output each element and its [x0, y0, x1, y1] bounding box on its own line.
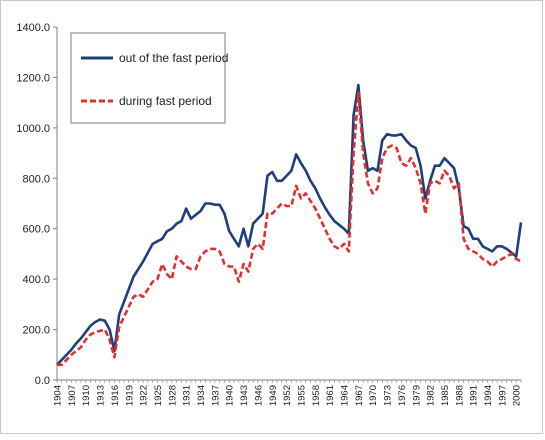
x-tick-label: 1991 — [469, 385, 480, 406]
x-tick-label: 1997 — [497, 385, 508, 406]
legend-label-during-fast-period: during fast period — [119, 94, 212, 108]
y-tick-label: 1200.0 — [16, 72, 50, 84]
axes — [53, 26, 522, 383]
x-tick-labels: 1904 1907 1910 1913 1916 1919 1922 1925 1928 1931… — [53, 385, 523, 406]
series-lines — [56, 83, 523, 367]
x-tick-label: 1931 — [182, 385, 193, 406]
x-tick-label: 1919 — [124, 385, 135, 406]
x-tick-label: 1955 — [296, 385, 307, 406]
series-line-during-fast-period — [57, 91, 522, 367]
y-tick-label: 1400.0 — [16, 22, 50, 34]
x-tick-label: 1910 — [81, 385, 92, 406]
legend: out of the fast period during fast perio… — [70, 32, 228, 124]
x-tick-label: 1907 — [67, 385, 78, 406]
y-tick-label: 0.0 — [35, 375, 50, 387]
x-tick-label: 1937 — [210, 385, 221, 406]
x-tick-label: 1988 — [454, 385, 465, 406]
x-tick-label: 1943 — [239, 385, 250, 406]
x-tick-label: 1964 — [340, 385, 351, 406]
x-tick-label: 1934 — [196, 385, 207, 406]
x-tick-label: 1979 — [411, 385, 422, 406]
x-tick-label: 1949 — [268, 385, 279, 406]
x-tick-label: 1970 — [368, 385, 379, 406]
y-tick-labels: 0.0 200.0 400.0 600.0 800.0 1000.0 1200.0 1400.… — [16, 22, 50, 387]
x-tick-label: 1982 — [426, 385, 437, 406]
x-tick-label: 1913 — [96, 385, 107, 406]
x-tick-label: 1961 — [325, 385, 336, 406]
series-line-out-of-fast-period — [56, 83, 523, 366]
y-tick-label: 800.0 — [22, 173, 50, 185]
legend-box — [70, 32, 226, 124]
x-tick-label: 1922 — [139, 385, 150, 406]
x-tick-label: 1985 — [440, 385, 451, 406]
x-tick-label: 1904 — [53, 385, 64, 406]
y-tick-label: 1000.0 — [16, 123, 50, 135]
x-tick-label: 2000 — [512, 385, 523, 406]
y-tick-label: 600.0 — [22, 224, 50, 236]
x-tick-label: 1940 — [225, 385, 236, 406]
x-tick-label: 1967 — [354, 385, 365, 406]
x-tick-label: 1976 — [397, 385, 408, 406]
x-tick-label: 1946 — [253, 385, 264, 406]
x-tick-label: 1916 — [110, 385, 121, 406]
x-tick-label: 1973 — [383, 385, 394, 406]
x-tick-label: 1958 — [311, 385, 322, 406]
y-tick-label: 400.0 — [22, 274, 50, 286]
legend-label-out-of-fast-period: out of the fast period — [119, 51, 228, 65]
x-tick-label: 1928 — [167, 385, 178, 406]
y-tick-label: 200.0 — [22, 325, 50, 337]
x-tick-label: 1994 — [483, 385, 494, 406]
x-tick-label: 1952 — [282, 385, 293, 406]
x-tick-label: 1925 — [153, 385, 164, 406]
